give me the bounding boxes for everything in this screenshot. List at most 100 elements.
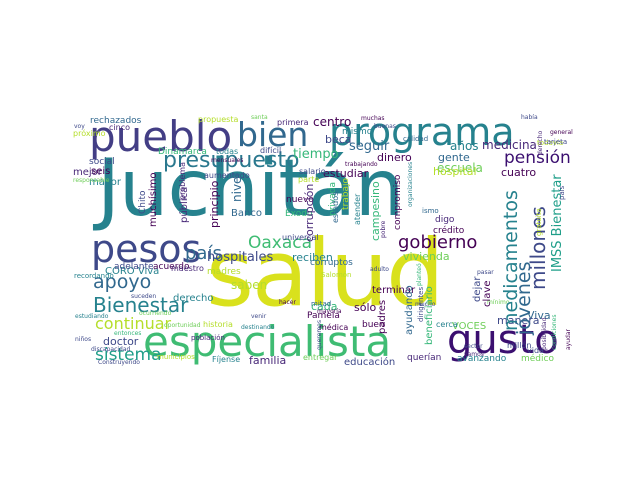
- word-apoyo: apoyo: [93, 271, 152, 293]
- word-bien: bien: [237, 115, 309, 154]
- word-compromiso: compromiso: [393, 174, 403, 230]
- word-posibilidad: posibilidad: [541, 317, 548, 350]
- word-parte: parte: [298, 175, 320, 184]
- word-mitad: mitad: [311, 300, 332, 308]
- word-medico: médico: [521, 354, 554, 364]
- word-sistema: sistema: [95, 345, 162, 365]
- word-pamela: Pamela: [307, 311, 340, 321]
- word-salud: salud: [206, 220, 445, 327]
- word-tiempo: tiempo: [293, 147, 339, 162]
- word-maestro: maestro: [171, 264, 204, 273]
- word-anos: años: [450, 139, 479, 153]
- word-estados: estados: [331, 191, 340, 223]
- word-vivienda: vivienda: [403, 250, 450, 263]
- word-reciben: reciben: [292, 251, 333, 264]
- word-corrupcion: corrupción: [303, 183, 316, 242]
- word-ocurriendo: ocurriendo: [139, 310, 172, 317]
- word-viva: Viva: [527, 309, 551, 322]
- word-coro-viva: CORO Viva: [105, 266, 160, 277]
- word-pobre: pobre: [380, 220, 387, 238]
- word-mayoria: mayoría: [317, 308, 342, 315]
- word-credito: crédito: [433, 226, 465, 236]
- word-venir: venir: [251, 313, 267, 320]
- word-ismo: ismo: [422, 207, 439, 215]
- word-pais: país: [185, 243, 222, 264]
- word-hospitales: hospitales: [207, 250, 274, 265]
- word-terminar: terminar: [372, 285, 416, 296]
- word-muchisimo: muchísimo: [148, 172, 159, 227]
- word-seis: seis: [91, 166, 111, 177]
- word-santa: santa: [251, 114, 268, 121]
- word-beneficiario: beneficiario: [424, 286, 435, 345]
- word-adelante: adelante: [114, 262, 154, 272]
- word-hospital: hospital: [433, 165, 477, 178]
- word-ayudando: ayudando: [404, 285, 415, 335]
- word-nivel: nivel: [230, 173, 244, 202]
- word-salario: salario: [299, 167, 326, 176]
- word-discapacidad: discapacidad: [91, 346, 131, 353]
- word-cuatro: cuatro: [501, 166, 537, 179]
- word-manera: manera: [497, 314, 540, 327]
- word-universal: universal: [282, 233, 319, 242]
- word-clave: clave: [482, 280, 493, 307]
- word-salomon: Salomón: [321, 271, 352, 279]
- word-suceden: suceden: [131, 293, 157, 300]
- word-condiciones: condiciones: [551, 314, 558, 350]
- word-rechazados: rechazados: [90, 116, 142, 126]
- word-ayudar: ayudar: [565, 329, 572, 350]
- word-todavia: todavía: [537, 139, 564, 147]
- word-programa: programa: [329, 110, 515, 154]
- word-especialista: especialista: [143, 317, 392, 366]
- word-vida: vida: [527, 346, 544, 355]
- word-responsable: responsable: [73, 177, 110, 184]
- word-derecho: derecho: [173, 293, 214, 304]
- word-gratuita: gratuita: [535, 208, 543, 236]
- word-habia: había: [521, 114, 538, 121]
- word-doctor: doctor: [103, 335, 139, 348]
- word-buenas: buenas: [374, 123, 396, 130]
- word-bienestar: Bienestar: [93, 293, 189, 317]
- word-tarjeta: tarjeta: [544, 138, 568, 146]
- word-beca: beca: [325, 133, 352, 146]
- word-millon: millón: [507, 341, 532, 350]
- word-mayor: mayor: [89, 177, 122, 188]
- word-gobierno: gobierno: [398, 232, 478, 253]
- word-derecho2: derecho: [537, 130, 544, 155]
- word-mucho: mucho: [415, 301, 436, 308]
- word-saben: saben: [231, 278, 268, 292]
- word-minimo: mínimo: [487, 299, 510, 306]
- word-voy: voy: [74, 123, 85, 130]
- word-seguir: seguir: [349, 139, 390, 154]
- word-dinero: dinero: [377, 151, 412, 164]
- word-municipios: municipios: [157, 353, 195, 361]
- word-cinco: cinco: [109, 123, 130, 132]
- word-muchas: muchas: [361, 115, 385, 122]
- word-dirigentes: dirigentes: [417, 286, 425, 322]
- word-construyendo: Construyendo: [98, 359, 140, 366]
- word-centro: centro: [313, 115, 352, 129]
- word-mejor: mejor: [73, 167, 102, 178]
- word-vamos: vamos: [464, 351, 484, 358]
- word-problema: problema: [178, 161, 187, 200]
- word-estudiando: estudiando: [75, 313, 109, 320]
- word-queremos: queremos: [316, 320, 323, 350]
- word-continuar: continuar: [95, 314, 172, 333]
- word-corruptos: corruptos: [310, 258, 353, 268]
- word-destinando: destinando: [241, 324, 275, 331]
- word-oaxaca: Oaxaca: [248, 233, 313, 253]
- word-buen: buen: [362, 320, 385, 330]
- word-banco: Banco: [231, 208, 262, 219]
- word-mensuales: mensuales: [211, 157, 244, 164]
- word-todas: todas: [216, 147, 239, 156]
- word-medica: médica: [319, 323, 349, 332]
- word-pueblo: pueblo: [89, 112, 233, 161]
- word-avanzando: avanzando: [457, 354, 507, 364]
- word-recordando: recordando: [74, 272, 114, 280]
- word-entregar: entregar: [303, 353, 338, 362]
- word-querian: querían: [407, 353, 442, 363]
- word-dificil: difícil: [260, 146, 282, 155]
- word-trabajando: trabajando: [345, 161, 378, 168]
- word-atender: atender: [353, 193, 362, 225]
- word-cloud: Juchitán salud especialista pueblo progr…: [71, 110, 573, 372]
- word-nuevo: nuevo: [286, 195, 314, 205]
